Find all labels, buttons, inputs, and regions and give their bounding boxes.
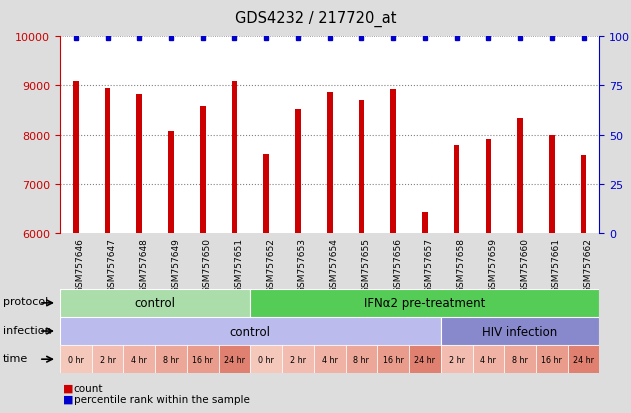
- Bar: [517, 119, 523, 233]
- Bar: [581, 156, 586, 233]
- Text: GSM757654: GSM757654: [329, 238, 339, 292]
- Bar: [91, 345, 124, 373]
- Bar: [441, 345, 473, 373]
- Text: GSM757647: GSM757647: [107, 238, 117, 292]
- Bar: [391, 90, 396, 233]
- Text: 24 hr: 24 hr: [573, 355, 594, 364]
- Text: control: control: [134, 297, 175, 310]
- Text: GSM757650: GSM757650: [203, 238, 212, 293]
- Text: GSM757655: GSM757655: [362, 238, 370, 293]
- Bar: [60, 317, 441, 345]
- Bar: [136, 95, 142, 233]
- Text: 24 hr: 24 hr: [415, 355, 435, 364]
- Text: IFNα2 pre-treatment: IFNα2 pre-treatment: [364, 297, 486, 310]
- Bar: [346, 345, 377, 373]
- Text: 4 hr: 4 hr: [131, 355, 147, 364]
- Bar: [105, 89, 110, 233]
- Text: 2 hr: 2 hr: [449, 355, 464, 364]
- Text: GDS4232 / 217720_at: GDS4232 / 217720_at: [235, 10, 396, 26]
- Bar: [504, 345, 536, 373]
- Bar: [155, 345, 187, 373]
- Text: GSM757646: GSM757646: [76, 238, 85, 292]
- Bar: [124, 345, 155, 373]
- Text: GSM757660: GSM757660: [520, 238, 529, 293]
- Text: GSM757648: GSM757648: [139, 238, 148, 292]
- Bar: [251, 345, 282, 373]
- Bar: [263, 155, 269, 233]
- Bar: [441, 317, 599, 345]
- Bar: [232, 81, 237, 233]
- Text: HIV infection: HIV infection: [483, 325, 558, 338]
- Text: protocol: protocol: [3, 297, 48, 307]
- Text: ■: ■: [63, 394, 74, 404]
- Text: time: time: [3, 353, 28, 363]
- Bar: [73, 81, 79, 233]
- Text: GSM757653: GSM757653: [298, 238, 307, 293]
- Text: GSM757657: GSM757657: [425, 238, 434, 293]
- Bar: [60, 289, 251, 317]
- Text: GSM757651: GSM757651: [235, 238, 244, 293]
- Text: GSM757656: GSM757656: [393, 238, 402, 293]
- Bar: [422, 212, 428, 233]
- Text: GSM757652: GSM757652: [266, 238, 275, 292]
- Text: 2 hr: 2 hr: [100, 355, 115, 364]
- Bar: [536, 345, 568, 373]
- Text: 8 hr: 8 hr: [163, 355, 179, 364]
- Bar: [218, 345, 251, 373]
- Bar: [251, 289, 599, 317]
- Bar: [377, 345, 409, 373]
- Bar: [358, 100, 364, 233]
- Text: ■: ■: [63, 383, 74, 393]
- Text: GSM757662: GSM757662: [584, 238, 593, 292]
- Text: GSM757658: GSM757658: [457, 238, 466, 293]
- Text: 8 hr: 8 hr: [512, 355, 528, 364]
- Text: GSM757661: GSM757661: [552, 238, 561, 293]
- Text: control: control: [230, 325, 271, 338]
- Bar: [485, 139, 491, 233]
- Text: 8 hr: 8 hr: [353, 355, 369, 364]
- Text: 0 hr: 0 hr: [258, 355, 274, 364]
- Bar: [473, 345, 504, 373]
- Bar: [327, 93, 333, 233]
- Bar: [60, 345, 91, 373]
- Bar: [200, 107, 206, 233]
- Text: 16 hr: 16 hr: [541, 355, 562, 364]
- Bar: [282, 345, 314, 373]
- Bar: [454, 146, 459, 233]
- Bar: [187, 345, 218, 373]
- Text: 2 hr: 2 hr: [290, 355, 306, 364]
- Text: percentile rank within the sample: percentile rank within the sample: [74, 394, 250, 404]
- Text: 4 hr: 4 hr: [480, 355, 497, 364]
- Text: count: count: [74, 383, 103, 393]
- Bar: [549, 135, 555, 233]
- Text: GSM757649: GSM757649: [171, 238, 180, 292]
- Bar: [568, 345, 599, 373]
- Text: infection: infection: [3, 325, 52, 335]
- Text: 16 hr: 16 hr: [192, 355, 213, 364]
- Text: 0 hr: 0 hr: [68, 355, 84, 364]
- Text: 4 hr: 4 hr: [322, 355, 338, 364]
- Text: GSM757659: GSM757659: [488, 238, 497, 293]
- Text: 24 hr: 24 hr: [224, 355, 245, 364]
- Bar: [295, 110, 301, 233]
- Text: 16 hr: 16 hr: [383, 355, 404, 364]
- Bar: [409, 345, 441, 373]
- Bar: [168, 131, 174, 233]
- Bar: [314, 345, 346, 373]
